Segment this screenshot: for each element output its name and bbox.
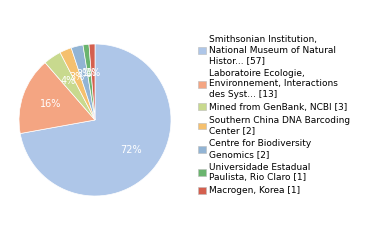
Wedge shape: [60, 48, 95, 120]
Text: 3%: 3%: [69, 72, 84, 82]
Wedge shape: [20, 44, 171, 196]
Text: 72%: 72%: [120, 145, 142, 155]
Text: 1%: 1%: [82, 68, 97, 78]
Wedge shape: [45, 53, 95, 120]
Text: 1%: 1%: [86, 68, 101, 78]
Wedge shape: [89, 44, 95, 120]
Wedge shape: [71, 45, 95, 120]
Text: 4%: 4%: [61, 76, 76, 86]
Text: 16%: 16%: [40, 99, 61, 109]
Wedge shape: [83, 44, 95, 120]
Text: 3%: 3%: [76, 69, 92, 79]
Legend: Smithsonian Institution,
National Museum of Natural
Histor... [57], Laboratoire : Smithsonian Institution, National Museum…: [198, 35, 350, 195]
Wedge shape: [19, 63, 95, 133]
